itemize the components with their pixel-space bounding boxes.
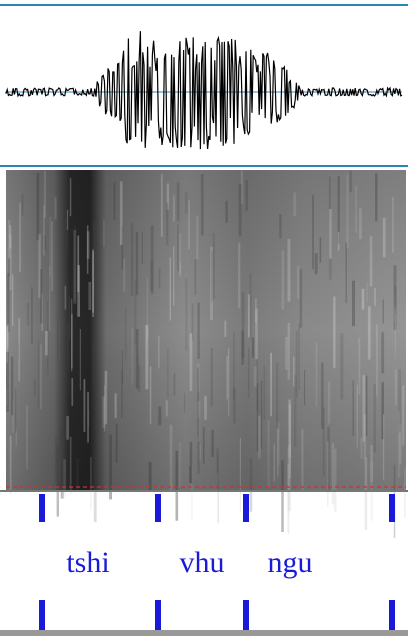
- spectrogram-texture: [364, 457, 368, 530]
- spectrogram-texture: [404, 468, 406, 518]
- spectrogram-shade: [6, 170, 406, 490]
- boundary-top: [155, 494, 161, 522]
- bottom-bar: [0, 630, 408, 636]
- segment-label: vhu: [180, 546, 225, 579]
- segment-label: ngu: [268, 546, 313, 579]
- boundary-bottom: [155, 600, 161, 630]
- segment-label: tshi: [66, 546, 109, 579]
- spectrogram-texture: [287, 463, 290, 535]
- waveform: [5, 31, 403, 150]
- boundary-bottom: [389, 600, 395, 630]
- boundary-bottom: [39, 600, 45, 630]
- boundary-bottom: [243, 600, 249, 630]
- spectrogram: [6, 170, 406, 538]
- boundary-top: [389, 494, 395, 522]
- spectrogram-texture: [190, 465, 193, 521]
- spectrogram-texture: [281, 460, 284, 532]
- tier-boundaries: [39, 494, 395, 630]
- boundary-top: [243, 494, 249, 522]
- boundary-top: [39, 494, 45, 522]
